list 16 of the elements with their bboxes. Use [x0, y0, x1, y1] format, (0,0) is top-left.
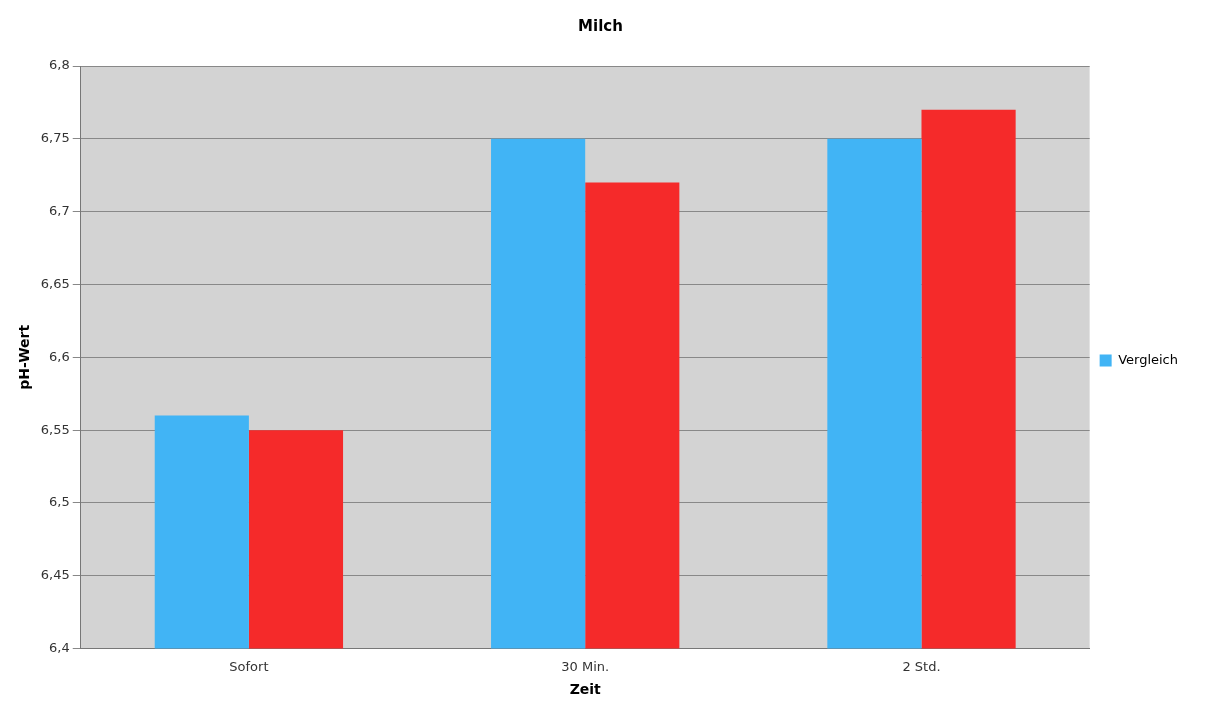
x-axis-title: Zeit	[569, 681, 602, 698]
y-tick-label: 6,8	[49, 57, 70, 73]
y-tick-label: 6,5	[49, 494, 70, 510]
y-tick-label: 6,55	[40, 421, 70, 437]
y-tick-label: 6,65	[40, 275, 70, 291]
x-tick-label: Sofort	[229, 658, 269, 674]
y-axis-title: pH-Wert	[16, 324, 33, 390]
y-tick-label: 6,4	[49, 639, 70, 655]
x-tick-label: 30 Min.	[561, 658, 610, 674]
chart-title: Milch	[578, 16, 623, 35]
y-tick-label: 6,6	[49, 348, 70, 364]
x-tick-label: 2 Std.	[902, 658, 941, 674]
y-tick-label: 6,7	[49, 203, 70, 219]
y-tick-label: 6,75	[40, 130, 70, 146]
legend-label: Vergleich	[1118, 351, 1178, 367]
y-tick-label: 6,45	[40, 567, 70, 583]
